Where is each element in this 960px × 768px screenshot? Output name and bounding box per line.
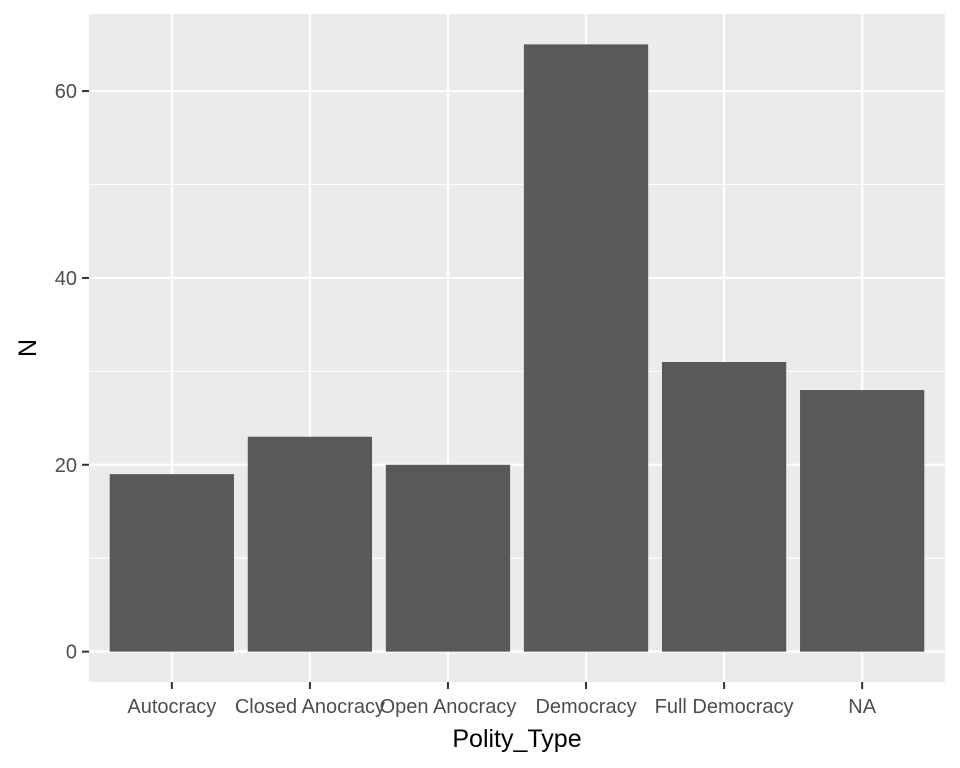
bars: [109, 44, 925, 652]
x-tick-label: Democracy: [535, 696, 636, 718]
y-tick-label: 40: [55, 268, 77, 290]
x-axis-title: Polity_Type: [452, 725, 581, 753]
bar-autocracy: [109, 474, 234, 652]
y-tick-label: 60: [55, 81, 77, 103]
bar-open-anocracy: [385, 464, 511, 652]
y-tick-label: 20: [55, 455, 77, 477]
bar-full-democracy: [661, 362, 787, 652]
y-tick-label: 0: [66, 642, 77, 664]
x-tick-label: Open Anocracy: [380, 696, 517, 718]
bar-na: [800, 390, 925, 652]
x-tick-label: Full Democracy: [655, 696, 794, 718]
bar-democracy: [523, 44, 649, 652]
y-axis: 0 20 40 60: [55, 81, 89, 664]
bar-closed-anocracy: [247, 436, 373, 652]
y-axis-title: N: [14, 339, 42, 357]
x-tick-label: Closed Anocracy: [235, 696, 385, 718]
x-tick-label: Autocracy: [127, 696, 216, 718]
x-tick-label: NA: [848, 696, 876, 718]
